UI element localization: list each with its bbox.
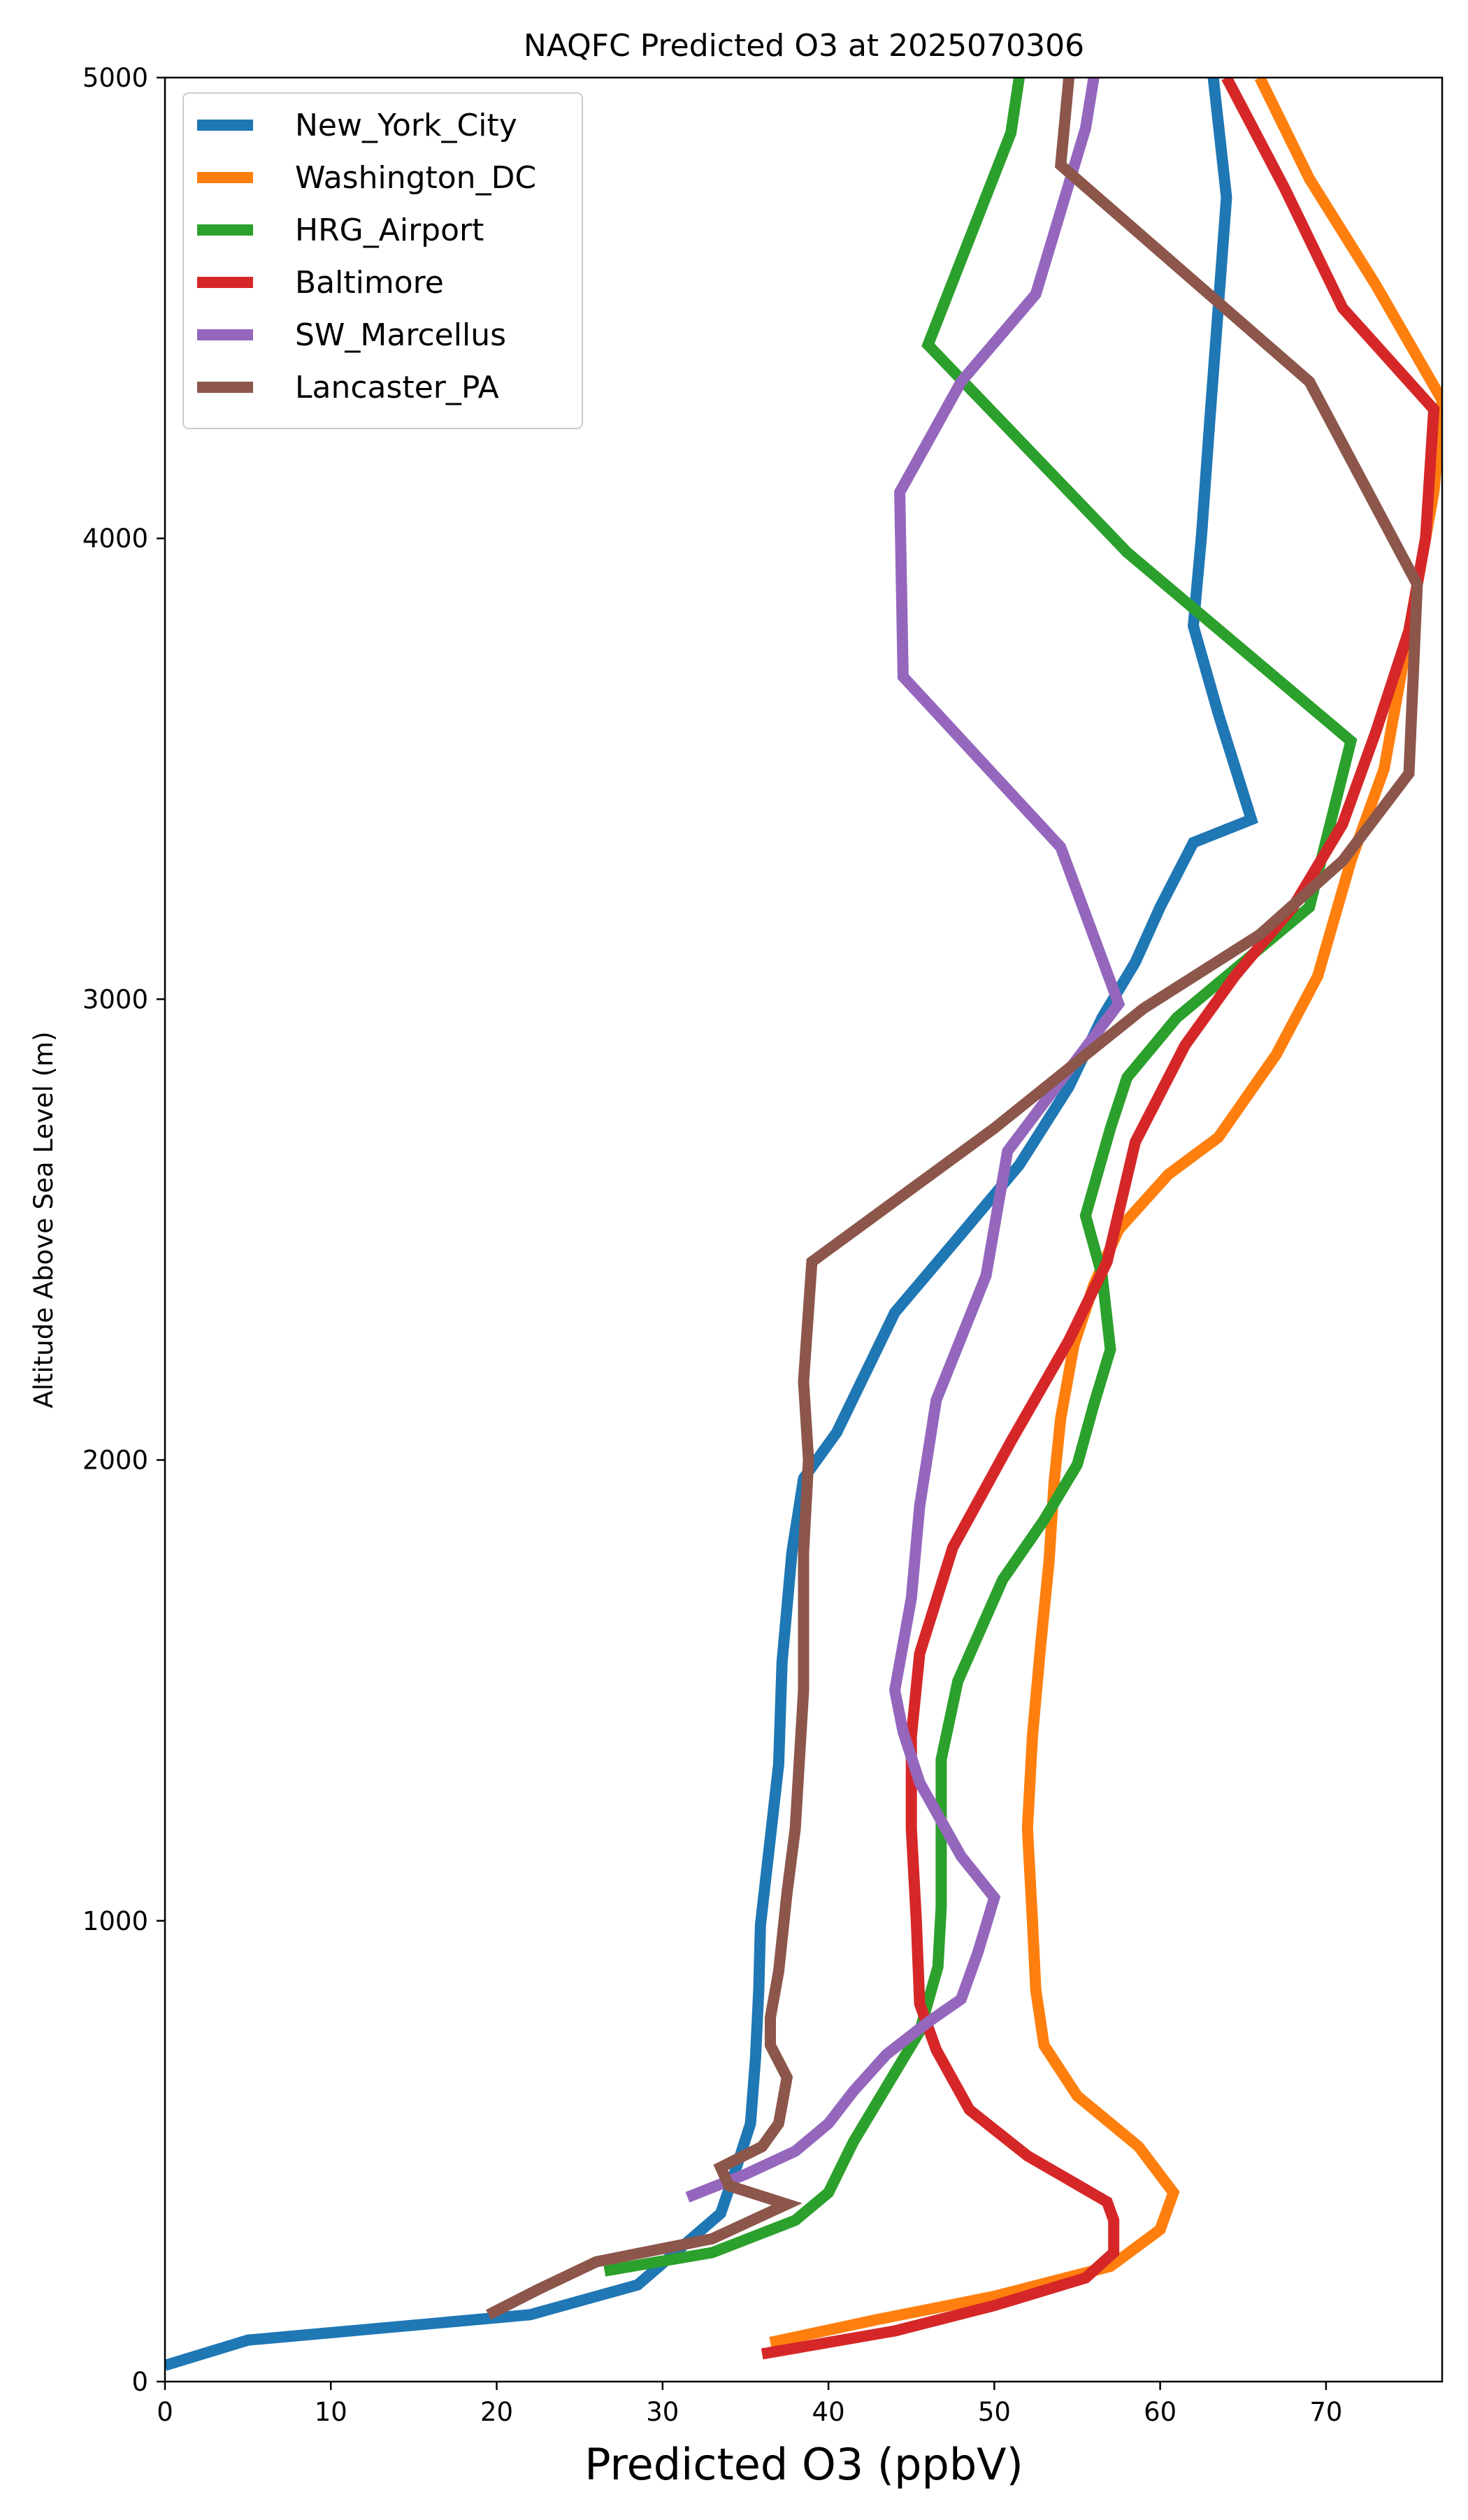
x-tick-label: 70 [1309, 2397, 1342, 2427]
series-layer [165, 78, 1442, 2371]
y-tick-label: 4000 [82, 524, 148, 554]
series-line-baltimore [761, 78, 1440, 2360]
legend-box [182, 92, 583, 429]
x-axis-label: Predicted O3 (ppbV) [584, 2439, 1023, 2490]
y-tick-label: 2000 [82, 1446, 148, 1476]
y-tick-label: 1000 [82, 1906, 148, 1936]
y-tick-label: 5000 [82, 63, 148, 93]
x-tick-label: 40 [812, 2397, 845, 2427]
legend-label-hrg-airport: HRG_Airport [295, 213, 484, 248]
chart-title: NAQFC Predicted O3 at 2025070306 [524, 28, 1084, 64]
x-tick-label: 50 [978, 2397, 1011, 2427]
legend-label-new-york-city: New_York_City [295, 108, 517, 143]
legend: New_York_City Washington_DC HRG_Airport Bal… [182, 92, 583, 429]
legend-label-baltimore: Baltimore [295, 265, 444, 301]
x-tick-label: 30 [646, 2397, 679, 2427]
series-line-sw-marcellus [685, 78, 1125, 2203]
series-line-hrg-airport [603, 78, 1358, 2277]
plot-frame [164, 76, 1444, 2383]
y-tick-label: 0 [131, 2367, 148, 2397]
series-line-lancaster-pa [486, 78, 1423, 2320]
x-tick-label: 60 [1144, 2397, 1176, 2427]
legend-label-sw-marcellus: SW_Marcellus [295, 317, 506, 353]
x-tick-label: 10 [315, 2397, 347, 2427]
y-axis-label: Altitude Above Sea Level (m) [29, 1031, 59, 1408]
legend-label-washington-dc: Washington_DC [295, 160, 536, 196]
axes-layer: 0 10 20 30 40 50 60 70 0 1000 2000 3000 4000 5000 [82, 63, 1444, 2427]
x-tick-label: 20 [480, 2397, 513, 2427]
legend-label-lancaster-pa: Lancaster_PA [295, 370, 499, 405]
x-tick-label: 0 [157, 2397, 173, 2427]
y-tick-label: 3000 [82, 984, 148, 1014]
